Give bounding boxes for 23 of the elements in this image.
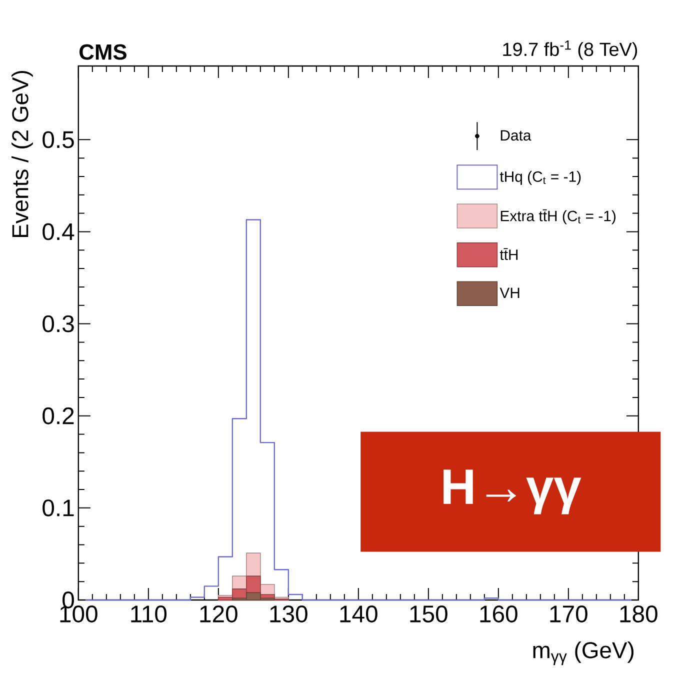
legend-label: Extra tt̄H (C$_{t}$ = -1)	[500, 209, 616, 224]
y-axis-title: Events / (2 GeV)	[12, 70, 33, 238]
y-tick-label: 0.2	[42, 407, 74, 424]
x-tick-label: 140	[340, 606, 378, 622]
x-tick-label: 110	[131, 606, 167, 622]
x-tick-label: 150	[410, 606, 448, 622]
x-tick-label: 130	[270, 606, 308, 622]
x-tick-label: 170	[550, 606, 588, 622]
legend-label: Data	[500, 130, 532, 141]
chart-subtitle: 19.7 fb$^{-1}$ (8 TeV)	[503, 40, 638, 60]
chart-title: CMS	[80, 44, 126, 60]
y-tick-label: 0.1	[42, 499, 74, 516]
y-tick-label: 0.5	[42, 131, 74, 148]
annotation: H→γγ	[444, 470, 582, 514]
legend-label: tHq (C$_{t}$ = -1)	[500, 170, 581, 185]
y-tick-label: 0.3	[42, 315, 74, 332]
x-tick-label: 120	[200, 606, 238, 622]
legend-label: tt̄H	[500, 248, 518, 260]
x-axis-title: m$_{γγ}$ (GeV)	[533, 642, 634, 666]
x-tick-label: 160	[480, 606, 518, 622]
legend-label: VH	[500, 288, 520, 298]
x-tick-label: 180	[620, 606, 658, 622]
y-tick-label: 0.4	[42, 223, 74, 240]
